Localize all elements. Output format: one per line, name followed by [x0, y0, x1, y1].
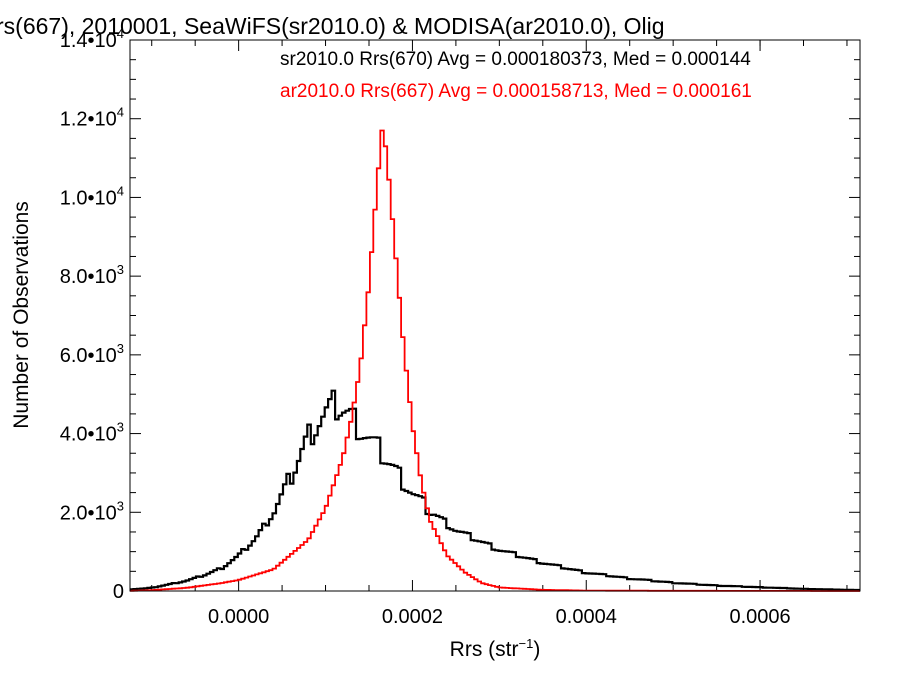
x-tick-label: 0.0002	[382, 606, 443, 628]
y-tick-label: 0	[113, 581, 124, 603]
y-tick-label: 1.4•104	[60, 26, 124, 52]
y-axis-label: Number of Observations	[10, 201, 33, 429]
y-tick-label: 6.0•103	[60, 341, 124, 367]
x-tick-label: 0.0004	[556, 606, 617, 628]
y-tick-labels: 0 2.0•103 4.0•103 6.0•103 8.0•103 1.0•104 1.2•…	[60, 26, 124, 603]
y-tick-label: 8.0•103	[60, 262, 124, 288]
x-axis-label-suffix: )	[533, 638, 540, 661]
series-sr2010-line	[130, 389, 860, 592]
legend-entry-sr2010: sr2010.0 Rrs(670) Avg = 0.000180373, Med…	[280, 49, 751, 70]
x-axis-label-superscript: −1	[519, 636, 534, 651]
x-axis-label-main: Rrs (str	[450, 638, 519, 661]
legend-entry-ar2010: ar2010.0 Rrs(667) Avg = 0.000158713, Med…	[280, 81, 752, 102]
y-tick-label: 4.0•103	[60, 420, 124, 446]
x-tick-label: 0.0006	[729, 606, 790, 628]
y-tick-label: 1.2•104	[60, 105, 124, 131]
y-tick-label: 1.0•104	[60, 183, 124, 209]
chart-title: rs(667), 2010001, SeaWiFS(sr2010.0) & MO…	[0, 13, 665, 39]
x-tick-label: 0.0000	[208, 606, 269, 628]
y-tick-label: 2.0•103	[60, 498, 124, 524]
plot-frame	[129, 39, 861, 592]
x-axis-label: Rrs (str−1)	[450, 636, 541, 661]
tick-marks	[130, 39, 860, 592]
x-tick-labels: 0.0000 0.0002 0.0004 0.0006	[208, 606, 791, 628]
